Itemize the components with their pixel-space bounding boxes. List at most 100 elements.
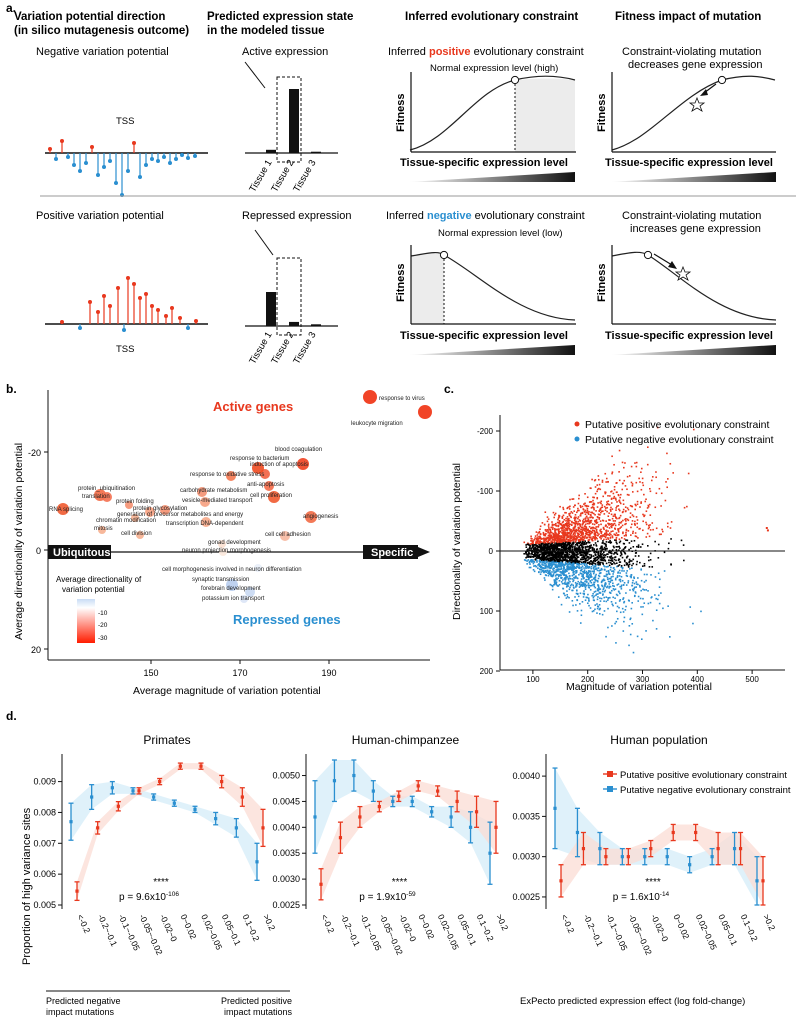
c-point (649, 524, 651, 526)
c-point (553, 571, 555, 574)
c-point (600, 500, 603, 503)
c-point (558, 515, 561, 517)
c-point (539, 573, 542, 576)
c-point (546, 569, 549, 572)
b-color-legend: Average directionality of variation pote… (56, 575, 142, 643)
c-point (561, 545, 563, 548)
c-ytick-label: 200 (480, 667, 494, 676)
d-xtick-label: 0.1~0.2 (241, 913, 262, 943)
c-point (594, 486, 597, 488)
c-point (630, 576, 632, 579)
c-point (593, 529, 596, 532)
c-point (554, 546, 557, 548)
c-point (558, 579, 561, 582)
c-point (555, 542, 558, 545)
c-point (556, 567, 558, 569)
c-point (562, 569, 564, 572)
c-point (557, 596, 560, 598)
c-point (553, 527, 556, 530)
c-point (595, 510, 597, 512)
c-point (564, 582, 566, 584)
fitness-axis-label-bottom: Fitness (395, 263, 407, 302)
c-point (659, 578, 661, 581)
neg-impact-line1: Predicted negative (46, 996, 121, 1006)
c-point (633, 539, 636, 542)
c-point (556, 543, 559, 546)
c-point (556, 557, 558, 559)
c-point (575, 528, 578, 531)
c-point (556, 528, 559, 531)
c-point (589, 530, 592, 533)
lollipop-head (72, 163, 76, 167)
c-point (568, 508, 571, 510)
c-point (592, 503, 595, 506)
c-point (648, 535, 651, 538)
c-point (610, 510, 612, 512)
c-point (588, 563, 591, 565)
lollipop-head (126, 276, 130, 280)
go-term-label: RNA splicing (49, 507, 83, 513)
c-point (622, 548, 625, 551)
c-point (539, 533, 542, 535)
c-point (590, 532, 592, 535)
go-term-bubble (226, 579, 238, 591)
c-point (593, 576, 596, 579)
c-point (606, 547, 608, 550)
c-point (596, 497, 599, 500)
c-point (570, 561, 573, 564)
c-point (558, 560, 560, 563)
c-point (545, 561, 547, 563)
c-point (570, 528, 572, 531)
c-point (572, 521, 575, 524)
c-point (622, 510, 624, 513)
d-point (430, 810, 434, 814)
c-point (545, 574, 548, 577)
lollipop-head (48, 147, 52, 151)
c-point (641, 543, 644, 546)
c-point (590, 581, 593, 584)
c-point (547, 523, 550, 526)
c-legend-pos-dot (574, 421, 580, 427)
c-point (567, 555, 569, 558)
c-point (615, 593, 618, 596)
c-point (598, 586, 600, 589)
c-point (591, 547, 594, 550)
c-point (604, 509, 607, 512)
c-point (561, 579, 564, 581)
c-point (618, 561, 621, 563)
expression-bars-repressed (266, 292, 321, 326)
lollipop-head (60, 320, 64, 324)
c-point (550, 584, 553, 587)
c-point (603, 559, 606, 561)
c-point (552, 524, 555, 526)
c-point (569, 530, 572, 532)
c-point (537, 545, 540, 548)
c-point (580, 578, 583, 580)
c-point (575, 559, 578, 562)
c-point (616, 534, 619, 537)
c-point (597, 513, 600, 516)
c-point (574, 557, 576, 559)
c-point (622, 508, 625, 511)
c-point (658, 602, 661, 605)
c-point (587, 505, 590, 508)
c-point (611, 524, 613, 527)
c-point (547, 566, 549, 569)
c-point (544, 541, 547, 544)
c-point (571, 521, 573, 524)
c-point (561, 564, 564, 567)
c-point (539, 564, 541, 567)
c-point (606, 576, 609, 579)
c-point (541, 545, 543, 548)
c-point (551, 571, 553, 573)
c-point (563, 567, 565, 569)
c-point (587, 545, 589, 548)
c-point (538, 540, 540, 543)
c-point (637, 546, 640, 548)
d-chart-title: Primates (143, 733, 190, 747)
c-point (524, 559, 527, 562)
c-point (585, 581, 588, 583)
c-point (635, 461, 638, 464)
c-point (654, 594, 656, 596)
c-point (617, 583, 620, 585)
